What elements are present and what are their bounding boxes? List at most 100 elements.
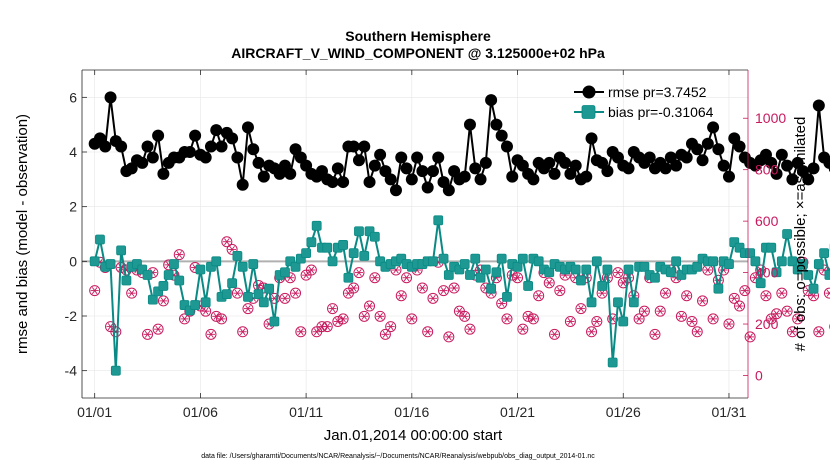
obs-assimilated-stroke (520, 325, 526, 333)
obs-assimilated-stroke (594, 317, 600, 325)
obs-possible-marker (142, 328, 154, 340)
bias-point (533, 256, 544, 267)
y-tick-label-right: 800 (755, 162, 779, 178)
rmse-point (284, 167, 297, 180)
bias-point (110, 365, 121, 376)
bias-point (586, 297, 597, 308)
y-tick-label-left: -4 (65, 363, 78, 379)
obs-count-point (179, 313, 191, 325)
obs-assimilated-stroke (234, 289, 241, 297)
chart-subtitle: AIRCRAFT_V_WIND_COMPONENT @ 3.125000e+02… (231, 45, 605, 61)
obs-count-point (681, 290, 693, 302)
obs-assimilated-stroke (821, 266, 827, 274)
obs-possible-marker (612, 267, 624, 279)
rmse-point (543, 156, 556, 169)
obs-count-point (443, 331, 455, 343)
bias-point (502, 291, 512, 302)
rmse-point (680, 151, 693, 164)
y-tick-label-left: 6 (69, 89, 77, 105)
obs-possible-marker (353, 267, 365, 279)
obs-possible-marker (152, 323, 164, 335)
obs-count-point (89, 285, 101, 297)
rmse-point (500, 140, 513, 153)
bias-point (623, 264, 634, 275)
bias-point (803, 270, 814, 280)
obs-possible-marker (210, 310, 222, 322)
rmse-point (141, 140, 154, 153)
legend-entry-rmse: rmse pr=3.7452 (574, 84, 707, 100)
rmse-point (432, 151, 445, 164)
rmse-point (405, 173, 418, 186)
obs-count-point (813, 326, 825, 338)
rmse-point (802, 173, 815, 186)
obs-possible-marker (110, 326, 122, 338)
bias-point (771, 267, 782, 278)
rmse-point (352, 154, 365, 167)
obs-possible-marker (448, 282, 460, 294)
obs-count-point (792, 313, 804, 325)
bias-point (602, 264, 613, 275)
bias-point (174, 275, 185, 286)
obs-count-point (459, 310, 471, 322)
obs-assimilated-stroke (239, 328, 246, 336)
bias-point (581, 264, 592, 275)
obs-count-point (638, 305, 650, 317)
rmse-point (485, 94, 498, 107)
obs-assimilated-stroke (329, 305, 336, 313)
bias-point (650, 272, 660, 283)
obs-assimilated-stroke (588, 328, 595, 336)
y-tick-label-right: 1000 (755, 110, 786, 126)
obs-assimilated-stroke (816, 328, 822, 336)
obs-assimilated-stroke (292, 289, 299, 297)
rmse-point (247, 143, 260, 156)
obs-count-point (379, 328, 391, 340)
bias-point (89, 256, 100, 267)
obs-possible-marker (173, 249, 185, 261)
bias-point (459, 259, 470, 269)
legend-marker-rmse (582, 85, 596, 99)
obs-possible-marker (586, 326, 598, 338)
obs-possible-marker (543, 277, 555, 289)
obs-possible-marker (527, 313, 539, 325)
obs-count-point (242, 303, 254, 315)
bias-point (782, 229, 793, 239)
obs-count-point (612, 267, 624, 279)
rmse-point (426, 165, 439, 178)
rmse-point (400, 162, 413, 175)
bias-point (147, 294, 158, 305)
rmse-point (527, 173, 540, 186)
obs-assimilated-stroke (229, 245, 235, 253)
rmse-point (775, 148, 788, 161)
bias-point (105, 259, 116, 269)
obs-assimilated-stroke (181, 315, 188, 323)
obs-assimilated-stroke (567, 317, 574, 325)
bias-point (480, 264, 491, 275)
y-tick-label-left: 4 (69, 144, 77, 160)
obs-possible-marker (401, 272, 413, 284)
bias-point (142, 270, 153, 280)
obs-assimilated-stroke (213, 312, 220, 320)
obs-assimilated-stroke (525, 312, 531, 320)
rmse-point (368, 159, 381, 172)
obs-possible-marker (681, 290, 693, 302)
bias-point (597, 281, 608, 291)
obs-possible-marker (157, 295, 169, 307)
bias-point (343, 272, 354, 283)
obs-assimilated-stroke (409, 315, 415, 323)
obs-count-point (353, 267, 365, 279)
rmse-point (781, 159, 794, 172)
y-tick-label-left: 2 (69, 199, 77, 215)
obs-assimilated-stroke (176, 251, 183, 259)
rmse-point (696, 154, 709, 167)
obs-count-point (126, 287, 138, 299)
obs-assimilated-stroke (287, 274, 294, 282)
obs-count-point (723, 318, 735, 330)
obs-assimilated-stroke (128, 289, 135, 297)
obs-possible-marker (813, 326, 825, 338)
obs-count-point (221, 236, 233, 248)
rmse-point (384, 173, 397, 186)
obs-possible-marker (126, 287, 138, 299)
obs-count-point (358, 310, 370, 322)
obs-possible-marker (337, 313, 349, 325)
obs-possible-marker (179, 313, 191, 325)
